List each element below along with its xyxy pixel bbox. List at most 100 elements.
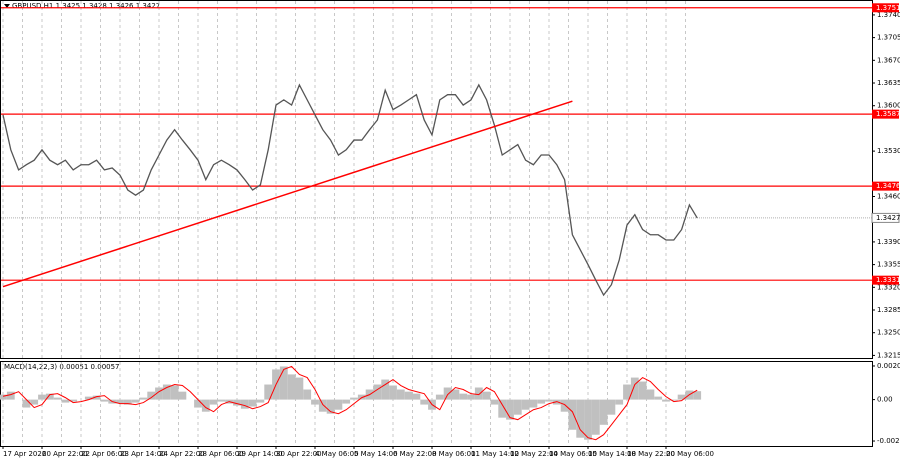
macd-bar <box>131 399 140 403</box>
macd-bar <box>178 391 187 400</box>
macd-bar <box>638 381 647 400</box>
macd-bar <box>194 399 202 408</box>
macd-bar <box>326 399 335 414</box>
macd-bar <box>311 399 319 405</box>
x-tick-label: 17 Apr 2026 <box>3 450 47 458</box>
x-tick-label: 20 May 06:00 <box>666 450 714 458</box>
macd-frame <box>0 361 873 447</box>
macd-bar <box>576 399 585 438</box>
y-tick-label: 1.3740 <box>877 11 900 19</box>
macd-bar <box>451 389 460 400</box>
y-tick-label: 1.3355 <box>877 261 900 269</box>
macd-bar <box>350 397 358 400</box>
signal-line <box>2 365 698 441</box>
macd-bar <box>545 399 553 402</box>
chart-title: GBPUSD,H1 1.3425 1.3428 1.3426 1.3427 <box>12 2 160 10</box>
x-tick-label: 15 May 14:00 <box>588 450 636 458</box>
macd-bar <box>147 391 156 400</box>
level-label: 1.3751 <box>876 4 900 12</box>
macd-bar <box>537 399 546 404</box>
macd-bar <box>92 395 101 400</box>
macd-bar <box>303 389 312 400</box>
level-label: 1.3331 <box>876 276 900 284</box>
macd-bar <box>646 389 655 400</box>
y-tick-label: 1.3670 <box>877 56 900 64</box>
macd-bar <box>342 399 351 404</box>
macd-bar <box>693 391 702 400</box>
macd-bar <box>139 397 148 400</box>
macd-bar <box>420 399 429 405</box>
price-line <box>2 83 698 297</box>
macd-bar <box>482 391 491 400</box>
y-tick-label: 1.3285 <box>877 306 900 314</box>
macd-bar <box>568 399 577 430</box>
macd-bar <box>201 399 210 412</box>
x-tick-label: 22 Apr 06:00 <box>81 450 127 458</box>
current-price-tag <box>871 212 900 223</box>
macd-bar <box>264 384 273 400</box>
macd-bar <box>435 394 444 400</box>
x-tick-label: 20 Apr 22:00 <box>42 450 88 458</box>
macd-bar <box>467 394 475 400</box>
y-tick-label: 1.3250 <box>877 329 900 337</box>
y-tick-label: 1.3390 <box>877 238 900 246</box>
x-tick-label: 28 Apr 06:00 <box>198 450 244 458</box>
macd-bar <box>490 399 499 405</box>
x-tick-label: 5 May 14:00 <box>354 450 398 458</box>
macd-bar <box>498 399 507 418</box>
macd-title: MACD(14,22,3) 0.00051 0.00057 <box>4 363 120 371</box>
macd-bar <box>677 394 686 400</box>
macd-bar <box>84 396 93 400</box>
macd-bar <box>53 397 62 400</box>
y-tick-label: 1.3705 <box>877 34 900 42</box>
y-tick-label: 1.3320 <box>877 283 900 291</box>
macd-bar <box>209 399 218 405</box>
macd-bar <box>381 379 390 400</box>
y-tick-label: -0.0025 <box>877 437 900 445</box>
x-tick-label: 24 Apr 22:00 <box>159 450 205 458</box>
level-label: 1.3587 <box>876 110 900 118</box>
macd-bar <box>389 385 397 400</box>
x-tick-label: 14 May 06:00 <box>549 450 597 458</box>
macd-bar <box>607 399 616 415</box>
macd-bar <box>560 399 569 412</box>
macd-bar <box>116 399 124 404</box>
macd-bar <box>396 389 405 400</box>
current-price-label: 1.3427 <box>876 214 900 222</box>
y-tick-label: 0.00203 <box>877 362 900 370</box>
y-tick-label: 1.3635 <box>877 79 900 87</box>
x-tick-label: 8 May 06:00 <box>432 450 476 458</box>
x-tick-label: 23 Apr 14:00 <box>120 450 166 458</box>
x-tick-label: 18 May 22:00 <box>627 450 675 458</box>
macd-bar <box>155 387 163 400</box>
macd-bar <box>623 384 631 400</box>
level-tag <box>872 275 899 285</box>
macd-bar <box>412 393 421 400</box>
macd-bar <box>100 399 109 402</box>
macd-bar <box>170 385 179 400</box>
macd-bar <box>318 399 327 412</box>
macd-bar <box>61 399 70 403</box>
macd-bar <box>334 399 343 410</box>
macd-bar <box>529 399 538 408</box>
macd-bar <box>295 377 304 400</box>
macd-bar <box>240 399 249 409</box>
x-tick-label: 12 May 22:00 <box>510 450 558 458</box>
price-frame <box>0 0 873 359</box>
macd-bar <box>38 394 46 400</box>
title-icon <box>4 4 10 8</box>
x-tick-label: 11 May 14:00 <box>471 450 519 458</box>
x-tick-label: 6 May 22:00 <box>393 450 437 458</box>
macd-bar <box>506 399 514 420</box>
macd-bar <box>30 399 39 405</box>
macd-bar <box>287 374 296 400</box>
macd-bar <box>162 384 171 400</box>
macd-bar <box>373 384 382 400</box>
macd-bar <box>513 399 522 415</box>
macd-bar <box>669 399 678 401</box>
y-tick-label: 1.3215 <box>877 351 900 359</box>
macd-bar <box>22 399 31 408</box>
macd-bar <box>591 399 600 435</box>
